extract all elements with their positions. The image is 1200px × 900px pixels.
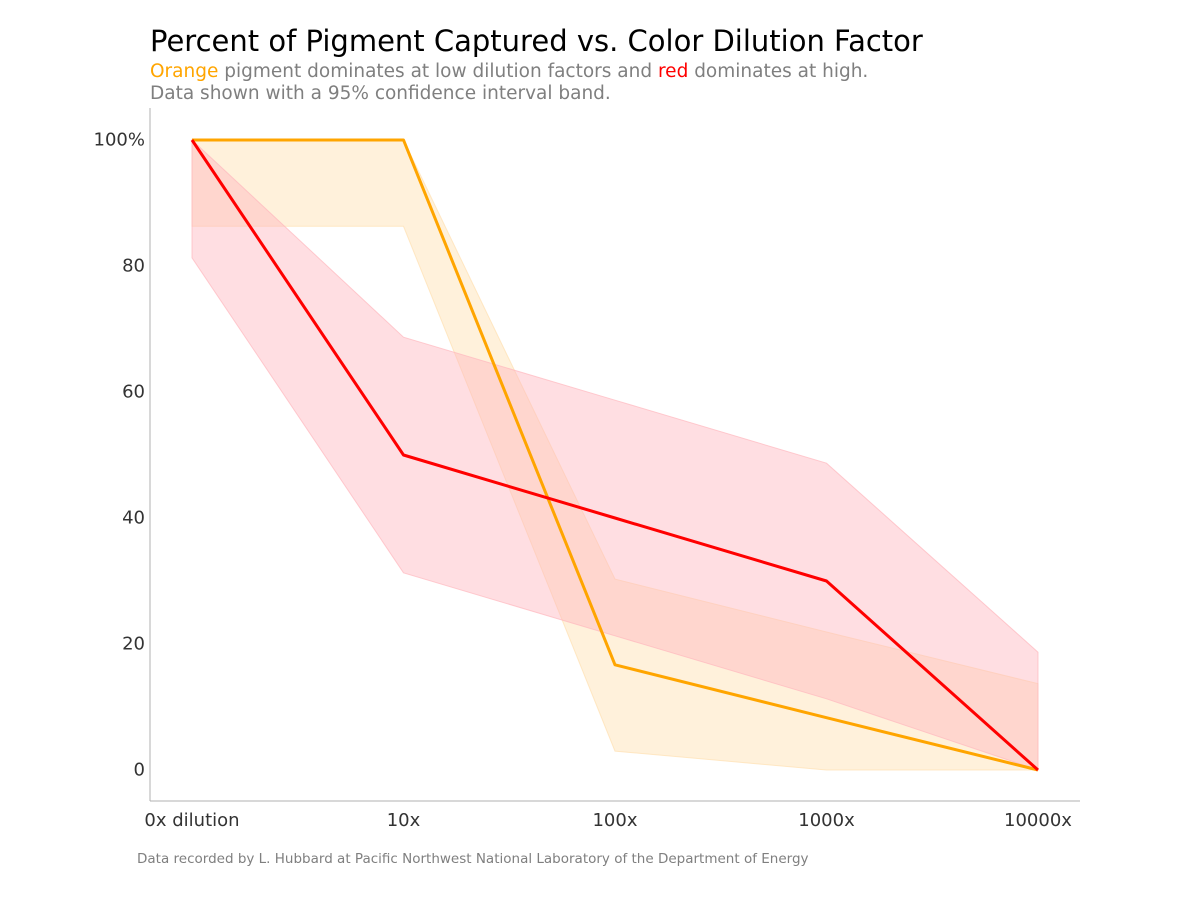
y-tick-label: 40 (122, 508, 145, 529)
series-lines (190, 138, 1039, 772)
subtitle-part-1: pigment dominates at low dilution factor… (218, 61, 658, 82)
series-line-orange (192, 138, 1039, 772)
footnote: Data recorded by L. Hubbard at Pacific N… (137, 851, 809, 867)
axes (149, 108, 1080, 802)
y-tick-label: 20 (122, 634, 145, 655)
x-tick-label: 100x (592, 810, 637, 831)
subtitle-line-1: Orange pigment dominates at low dilution… (150, 61, 868, 83)
chart-subtitle: Orange pigment dominates at low dilution… (150, 61, 868, 105)
x-tick-label: 0x dilution (144, 810, 239, 831)
series-line-red (190, 139, 1039, 772)
subtitle-line-2: Data shown with a 95% confidence interva… (150, 83, 611, 104)
x-tick-labels: 0x dilution 10x 100x 1000x 10000x (144, 810, 1072, 831)
chart-title: Percent of Pigment Captured vs. Color Di… (150, 24, 923, 58)
x-tick-label: 10x (387, 810, 421, 831)
x-tick-label: 10000x (1004, 810, 1072, 831)
y-tick-labels: 0 20 40 60 80 100% (94, 130, 145, 781)
y-tick-label: 100% (94, 130, 145, 151)
subtitle-red-word: red (657, 61, 689, 82)
confidence-bands (191, 138, 1039, 771)
y-tick-label: 0 (134, 760, 145, 781)
x-tick-label: 1000x (798, 810, 855, 831)
subtitle-orange-word: Orange (150, 61, 219, 82)
y-tick-label: 60 (122, 382, 145, 403)
subtitle-part-2: dominates at high. (688, 61, 869, 82)
y-tick-label: 80 (122, 256, 145, 277)
